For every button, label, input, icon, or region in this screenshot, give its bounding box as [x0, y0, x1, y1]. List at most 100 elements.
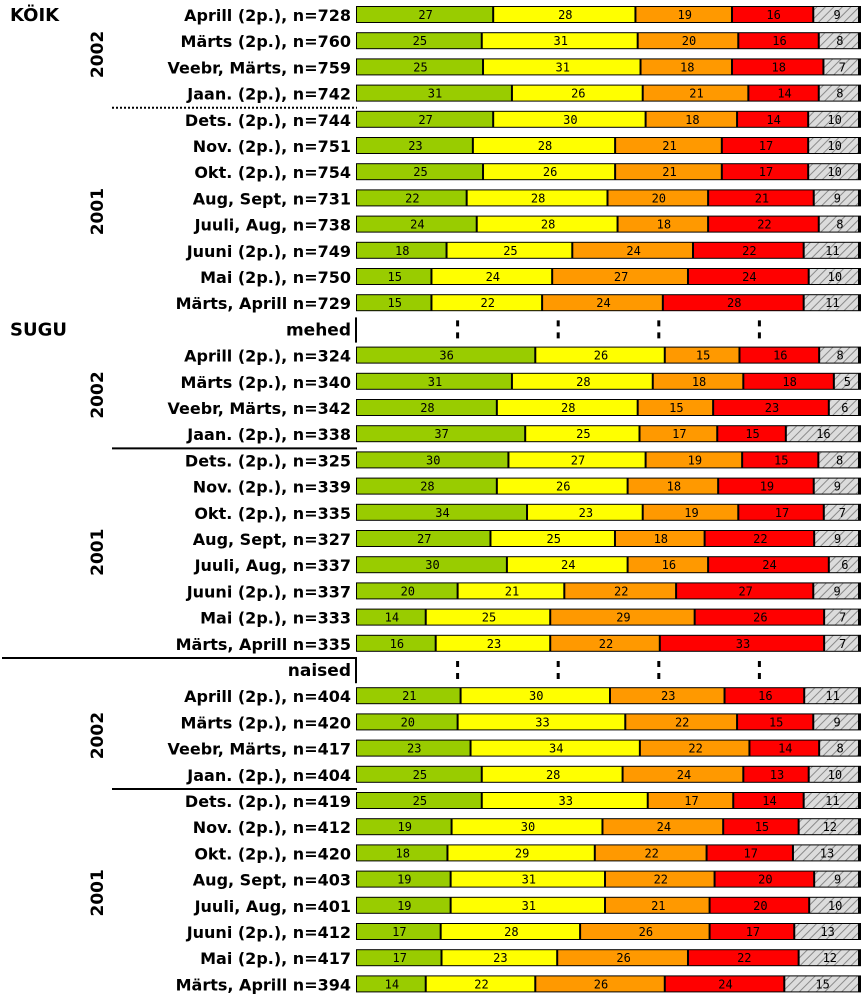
bar-segment-1 [357, 531, 490, 546]
segment-value-label: 18 [667, 480, 681, 494]
bar-segment-5 [814, 478, 858, 494]
segment-value-label: 19 [397, 873, 411, 887]
bar-segment-3 [643, 85, 748, 101]
segment-value-label: 31 [428, 375, 442, 389]
bar-segment-1 [357, 924, 440, 939]
bar-segment-2 [494, 111, 645, 127]
segment-value-label: 17 [759, 165, 773, 179]
bar-segment-2 [528, 504, 642, 520]
segment-value-label: 24 [718, 977, 732, 991]
year-label: 2001 [88, 529, 108, 576]
bar-segment-2 [512, 85, 642, 101]
segment-value-label: 16 [816, 427, 830, 441]
bar-segment-3 [610, 688, 724, 704]
segment-value-label: 15 [815, 977, 829, 991]
segment-value-label: 18 [396, 846, 410, 860]
segment-value-label: 10 [828, 768, 842, 782]
bar-segment-4 [722, 138, 808, 153]
bar-segment-4 [665, 976, 784, 992]
segment-value-label: 16 [390, 637, 404, 651]
bar-segment-5 [809, 164, 858, 180]
segment-value-label: 22 [742, 244, 756, 258]
bar-segment-3 [653, 373, 743, 389]
segment-value-label: 15 [387, 296, 401, 310]
bar-segment-2 [536, 347, 664, 363]
bar-segment-5 [814, 583, 858, 599]
segment-value-label: 7 [839, 611, 846, 625]
bar-segment-5 [825, 609, 858, 625]
row-label: Dets. (2p.), n=419 [185, 792, 351, 811]
segment-value-label: 17 [684, 794, 698, 808]
bar-segment-4 [738, 714, 813, 730]
segment-value-label: 8 [836, 34, 843, 48]
bar-segment-1 [357, 138, 472, 153]
row-label: Juuli, Aug, n=738 [194, 216, 351, 235]
bar-segment-3 [626, 714, 737, 730]
segment-value-label: 16 [662, 558, 676, 572]
segment-value-label: 23 [579, 506, 593, 520]
bar-segment-5 [820, 347, 858, 363]
segment-value-label: 24 [742, 270, 756, 284]
bar-segment-5 [819, 452, 858, 468]
bar-segment-1 [357, 714, 457, 730]
segment-value-label: 30 [521, 820, 535, 834]
segment-value-label: 15 [745, 427, 759, 441]
row-label: Aprill (2p.), n=404 [184, 687, 351, 706]
bar-segment-5 [809, 766, 858, 782]
bar-segment-4 [688, 269, 808, 284]
bar-segment-3 [551, 635, 659, 651]
bar-segment-1 [357, 452, 508, 468]
bar-segment-2 [467, 190, 607, 206]
segment-value-label: 10 [828, 899, 842, 913]
row-label: Veebr, Märts, n=342 [168, 399, 351, 418]
segment-value-label: 28 [420, 480, 434, 494]
segment-value-label: 16 [773, 349, 787, 363]
bar-segment-5 [809, 111, 858, 127]
bar-segment-1 [357, 845, 447, 861]
bar-segment-1 [357, 688, 460, 704]
segment-value-label: 24 [626, 244, 640, 258]
segment-value-label: 17 [775, 506, 789, 520]
segment-value-label: 25 [413, 768, 427, 782]
bar-segment-1 [357, 400, 496, 415]
segment-value-label: 31 [553, 34, 567, 48]
bar-segment-2 [432, 269, 552, 284]
bar-segment-4 [710, 924, 794, 939]
bar-segment-4 [732, 59, 823, 75]
segment-value-label: 37 [434, 427, 448, 441]
segment-value-label: 9 [834, 191, 841, 205]
segment-value-label: 6 [841, 558, 848, 572]
bar-segment-2 [512, 373, 652, 389]
segment-value-label: 22 [644, 846, 658, 860]
segment-value-label: 28 [541, 218, 555, 232]
bar-segment-2 [477, 216, 617, 232]
segment-value-label: 31 [428, 87, 442, 101]
bar-segment-4 [744, 373, 833, 389]
segment-value-label: 23 [661, 689, 675, 703]
row-label: Veebr, Märts, n=417 [168, 740, 351, 759]
row-label: Aprill (2p.), n=728 [184, 6, 351, 25]
bar-segment-5 [819, 33, 858, 49]
segment-value-label: 7 [839, 506, 846, 520]
segment-value-label: 33 [736, 637, 750, 651]
bar-segment-4 [724, 819, 798, 835]
segment-value-label: 26 [639, 925, 653, 939]
segment-value-label: 20 [758, 873, 772, 887]
segment-value-label: 27 [738, 584, 752, 598]
row-label: Dets. (2p.), n=744 [185, 111, 351, 130]
bar-segment-3 [640, 426, 717, 442]
row-label: Juuni (2p.), n=412 [186, 923, 351, 942]
row-label: Mai (2p.), n=750 [200, 268, 351, 287]
row-label: Jaan. (2p.), n=338 [186, 425, 351, 444]
segment-value-label: 25 [413, 60, 427, 74]
subgroup-label-mehed: mehed [286, 320, 351, 340]
bar-segment-4 [718, 426, 785, 442]
segment-value-label: 29 [616, 611, 630, 625]
bar-segment-2 [458, 583, 564, 599]
bar-segment-3 [643, 504, 738, 520]
segment-value-label: 10 [827, 165, 841, 179]
bar-segment-1 [357, 85, 511, 101]
bar-segment-1 [357, 819, 451, 835]
segment-value-label: 23 [408, 139, 422, 153]
